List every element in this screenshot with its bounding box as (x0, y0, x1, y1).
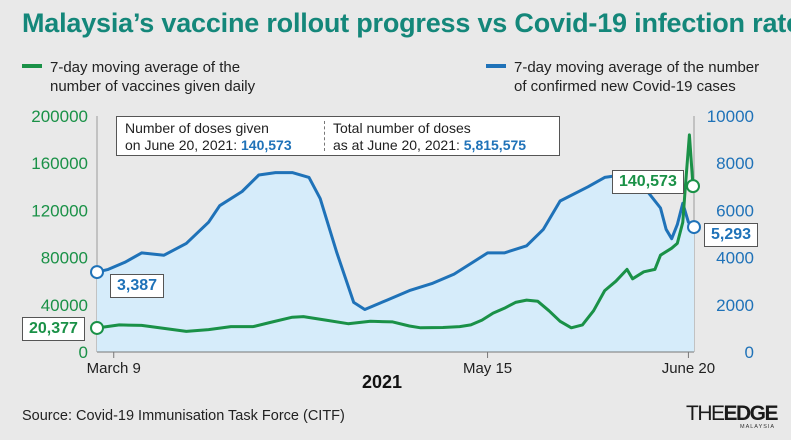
logo-the: THE (686, 402, 725, 425)
info-box: Number of doses given on June 20, 2021: … (116, 116, 560, 156)
info-doses-date: on June 20, 2021: (125, 137, 241, 153)
info-total-value: 5,815,575 (463, 137, 527, 153)
legend-cases-line1: 7-day moving average of the number (514, 59, 760, 76)
legend-vaccines-line2: number of vaccines given daily (50, 78, 256, 95)
y-left-tick-label: 160000 (31, 154, 88, 173)
y-left-tick-label: 120000 (31, 201, 88, 220)
y-left-tick-label: 80000 (41, 249, 88, 268)
legend-swatch-green (22, 64, 42, 69)
x-tick-label: March 9 (87, 360, 141, 377)
info-total-label: Total number of doses (333, 120, 471, 136)
chart-title: Malaysia’s vaccine rollout progress vs C… (22, 8, 791, 38)
y-left-tick-label: 0 (79, 343, 88, 362)
cases-end-marker (687, 220, 701, 235)
publisher-logo: THEEDGE MALAYSIA (686, 402, 779, 430)
legend-cases-line2: of confirmed new Covid-19 cases (514, 78, 736, 95)
year-label: 2021 (362, 372, 403, 392)
info-doses-label: Number of doses given (125, 120, 269, 136)
info-total: Total number of doses as at June 20, 202… (333, 120, 526, 154)
callout-vaccine-start: 20,377 (22, 317, 85, 341)
y-right-tick-label: 4000 (716, 249, 754, 268)
vaccine-series-line (96, 133, 695, 333)
cases-start-marker (90, 265, 104, 280)
y-left-tick-label: 40000 (41, 296, 88, 315)
vaccine-start-marker (90, 320, 104, 335)
legend-vaccines: 7-day moving average of the number of va… (22, 58, 255, 96)
vaccine-end-marker (686, 179, 700, 194)
cases-area-fill (97, 172, 694, 352)
legend-swatch-blue (486, 64, 506, 69)
source-note: Source: Covid-19 Immunisation Task Force… (22, 408, 345, 424)
y-right-tick-label: 8000 (716, 154, 754, 173)
y-right-tick-label: 10000 (707, 107, 754, 126)
callout-cases-end: 5,293 (704, 223, 759, 247)
logo-sub: MALAYSIA (740, 424, 776, 430)
x-tick-label: May 15 (463, 360, 512, 377)
info-doses: Number of doses given on June 20, 2021: … (125, 120, 292, 154)
y-right-tick-label: 6000 (716, 201, 754, 220)
y-left-tick-label: 200000 (31, 107, 88, 126)
y-right-tick-label: 2000 (716, 296, 754, 315)
callout-vaccine-end: 140,573 (612, 170, 684, 194)
legend-cases: 7-day moving average of the number of co… (486, 58, 759, 96)
y-right-tick-label: 0 (745, 343, 754, 362)
info-doses-value: 140,573 (241, 137, 292, 153)
legend-vaccines-line1: 7-day moving average of the (50, 59, 241, 76)
info-total-date: as at June 20, 2021: (333, 137, 464, 153)
x-tick-label: June 20 (662, 360, 715, 377)
logo-edge: EDGE (723, 402, 779, 425)
callout-cases-start: 3,387 (110, 274, 165, 298)
cases-series-line (96, 171, 695, 311)
info-divider (324, 121, 325, 151)
